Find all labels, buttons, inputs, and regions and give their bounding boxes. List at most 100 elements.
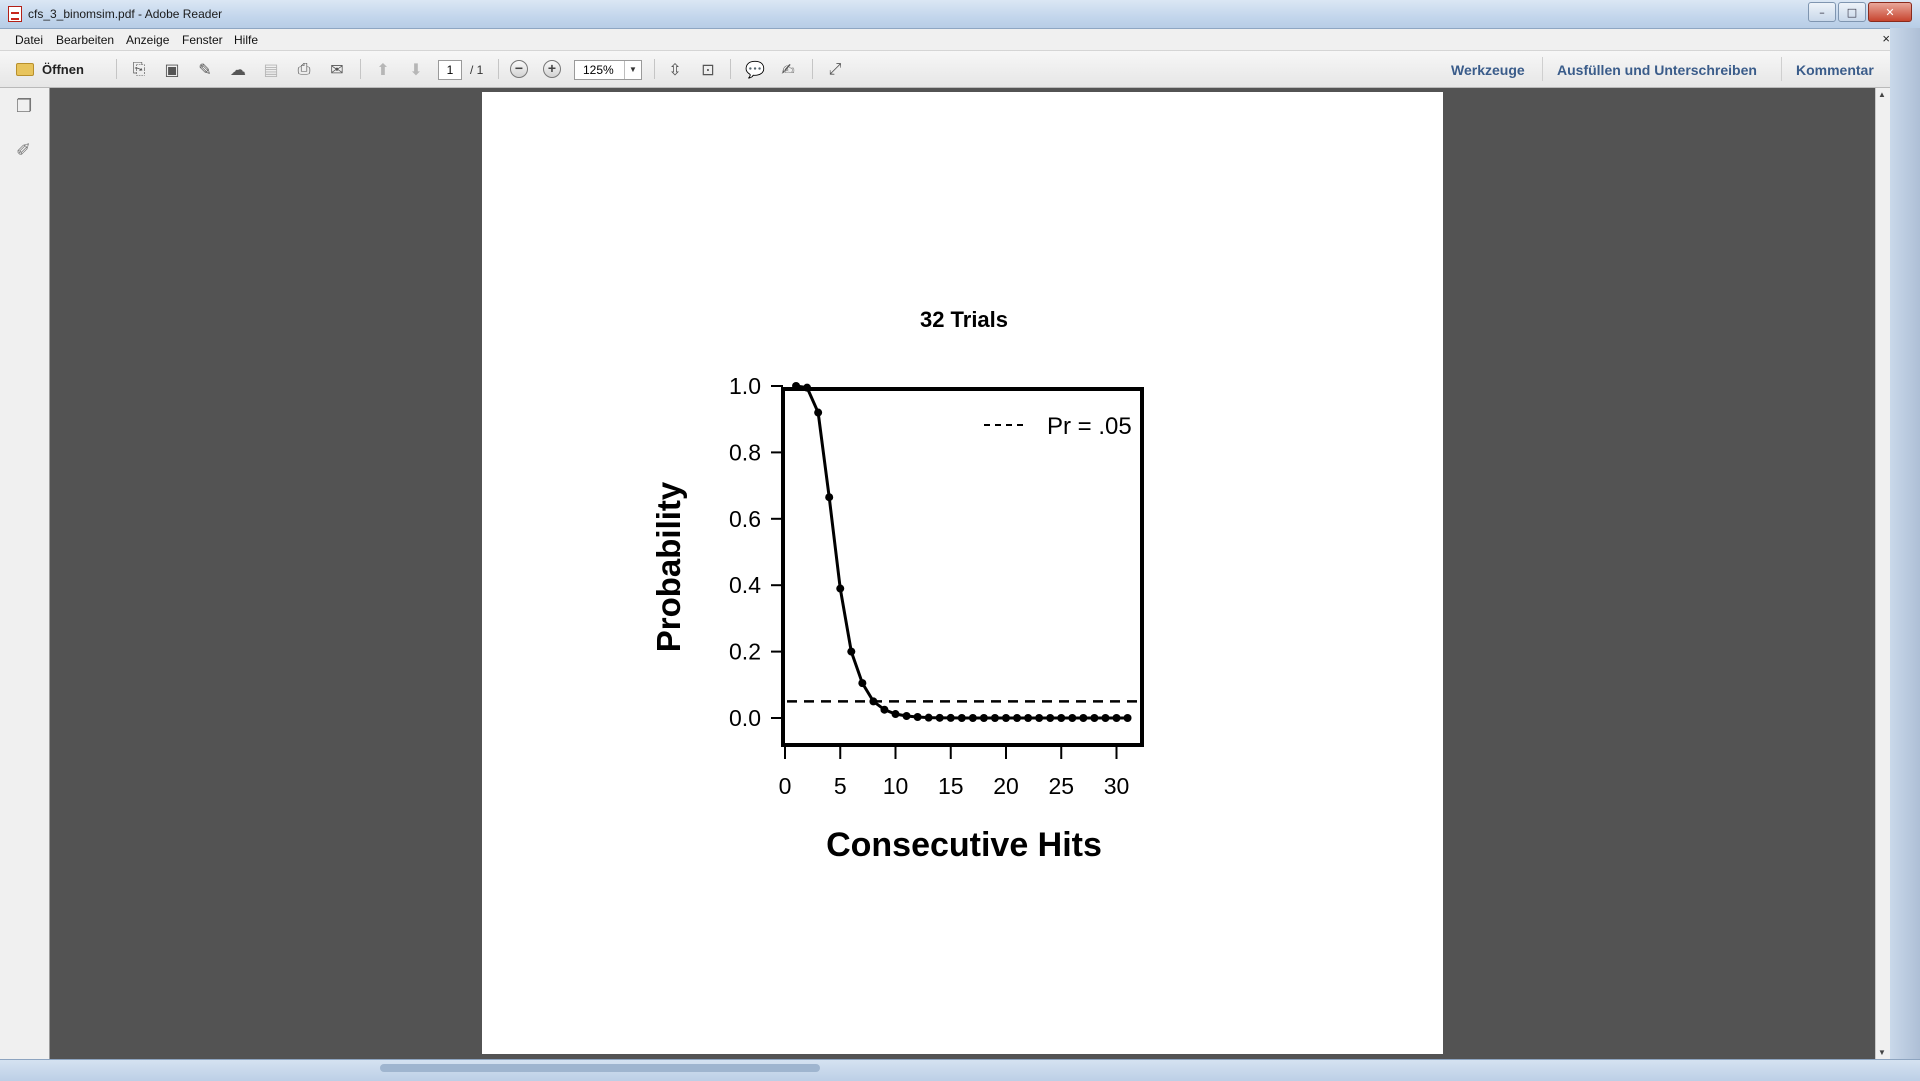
close-window-button[interactable]: ✕ (1868, 2, 1912, 22)
plot-area: 0.0 0.2 0.4 0.6 0.8 1.0 0 5 10 15 20 25 30 Pr = .05 (729, 373, 1144, 799)
menu-bearbeiten[interactable]: Bearbeiten (56, 33, 115, 47)
data-point (880, 705, 889, 714)
menu-anzeige[interactable]: Anzeige (126, 33, 170, 47)
zoom-level-value: 125% (583, 63, 614, 77)
x-tick-label: 25 (1048, 773, 1074, 799)
chevron-down-icon[interactable]: ▼ (624, 61, 641, 79)
data-point (924, 713, 933, 722)
toolbar-separator (654, 59, 655, 79)
plot-frame (781, 387, 1144, 747)
data-point (803, 383, 812, 392)
vertical-scrollbar[interactable]: ▲ ▼ (1875, 88, 1890, 1059)
data-point (1112, 714, 1121, 722)
x-tick-label: 20 (993, 773, 1019, 799)
cloud-upload-icon[interactable]: ☁ (230, 59, 246, 79)
fit-page-icon[interactable]: ⊡ (701, 59, 715, 79)
toolbar-separator (360, 59, 361, 79)
y-axis-label: Probability (650, 481, 687, 652)
menu-fenster[interactable]: Fenster (182, 33, 223, 47)
toolbar-separator (812, 59, 813, 79)
create-pdf-icon[interactable]: ⎘ (132, 59, 146, 78)
toolbar-separator (1542, 57, 1543, 81)
scroll-up-icon[interactable]: ▲ (1878, 90, 1886, 99)
y-tick-label: 0.0 (729, 705, 761, 731)
zoom-out-icon: − (510, 60, 528, 78)
data-point (979, 714, 988, 722)
close-document-button[interactable]: × (1882, 31, 1890, 46)
full-screen-icon[interactable]: ⤢ (828, 59, 842, 78)
data-point (858, 679, 867, 688)
data-point (792, 382, 801, 390)
page-thumbnails-icon[interactable]: ❐ (16, 96, 33, 117)
edit-icon[interactable]: ✎ (198, 59, 212, 79)
x-tick-label: 15 (938, 773, 964, 799)
data-point (990, 714, 999, 722)
data-point (847, 647, 856, 656)
comment-icon[interactable]: 💬 (745, 59, 765, 79)
zoom-in-button[interactable]: + (543, 58, 561, 80)
data-point (814, 408, 823, 417)
data-point (1057, 714, 1066, 722)
menu-bar: Datei Bearbeiten Anzeige Fenster Hilfe × (0, 29, 1920, 51)
data-point (1068, 714, 1077, 722)
page-number-input[interactable]: 1 (438, 60, 462, 80)
pdf-page: 32 Trials Probability Consecutive Hits 0… (482, 92, 1443, 1054)
x-axis-label: Consecutive Hits (826, 826, 1102, 864)
attachments-icon[interactable]: ✐ (16, 140, 32, 161)
menu-datei[interactable]: Datei (15, 33, 44, 47)
highlight-icon[interactable]: ✍ (781, 59, 795, 79)
x-tick-label: 10 (883, 773, 909, 799)
zoom-out-button[interactable]: − (510, 58, 528, 80)
print-icon[interactable]: ⎙ (297, 59, 311, 78)
fit-page-width-icon[interactable]: ⇳ (668, 59, 682, 79)
data-point (957, 714, 966, 722)
email-icon[interactable]: ✉ (330, 59, 344, 79)
next-page-icon[interactable]: ⬇ (409, 59, 423, 79)
zoom-in-icon: + (543, 60, 561, 78)
save-icon[interactable]: ▤ (263, 59, 279, 79)
status-bar (0, 1059, 1920, 1081)
data-point (1101, 714, 1110, 722)
fill-sign-link[interactable]: Ausfüllen und Unterschreiben (1557, 62, 1757, 78)
menu-hilfe[interactable]: Hilfe (234, 33, 259, 47)
page-total: / 1 (470, 63, 484, 77)
pdf-app-icon (8, 6, 22, 22)
data-point (869, 697, 878, 706)
previous-page-icon[interactable]: ⬆ (376, 59, 390, 79)
folder-icon (16, 62, 34, 76)
data-point (1046, 714, 1055, 722)
y-tick-label: 0.8 (729, 439, 761, 465)
maximize-button[interactable]: □ (1838, 2, 1866, 22)
export-pdf-icon[interactable]: ▣ (164, 59, 180, 79)
minimize-button[interactable]: – (1808, 2, 1836, 22)
data-point (836, 584, 845, 593)
chart-title: 32 Trials (920, 307, 1008, 332)
data-point (946, 713, 955, 722)
data-point (935, 713, 944, 722)
tools-link[interactable]: Werkzeuge (1451, 62, 1525, 78)
zoom-level-select[interactable]: 125% ▼ (574, 60, 642, 80)
x-tick-label: 30 (1104, 773, 1130, 799)
y-tick-label: 1.0 (729, 373, 761, 399)
open-button[interactable]: Öffnen (16, 58, 84, 80)
legend-label: Pr = .05 (1047, 413, 1132, 440)
data-point (1024, 714, 1033, 722)
toolbar: Öffnen ⎘ ▣ ✎ ☁ ▤ ⎙ ✉ ⬆ ⬇ 1 / 1 − + 125% … (0, 51, 1920, 88)
title-bar: cfs_3_binomsim.pdf - Adobe Reader – □ ✕ (0, 0, 1920, 29)
data-point (902, 712, 911, 721)
probability-chart: 32 Trials Probability Consecutive Hits 0… (650, 307, 1144, 864)
toolbar-separator (116, 59, 117, 79)
data-point (968, 714, 977, 722)
comment-link[interactable]: Kommentar (1796, 62, 1874, 78)
window-title: cfs_3_binomsim.pdf - Adobe Reader (28, 7, 223, 21)
data-point (913, 713, 922, 722)
y-tick-label: 0.6 (729, 506, 761, 532)
document-area: 32 Trials Probability Consecutive Hits 0… (50, 88, 1880, 1059)
navigation-pane: ❐ ✐ (0, 88, 50, 1059)
toolbar-separator (498, 59, 499, 79)
data-point (1002, 714, 1010, 722)
x-tick-label: 5 (834, 773, 847, 799)
scroll-down-icon[interactable]: ▼ (1878, 1048, 1886, 1057)
y-tick-label: 0.4 (729, 572, 761, 598)
horizontal-scrollbar-thumb[interactable] (380, 1064, 820, 1072)
